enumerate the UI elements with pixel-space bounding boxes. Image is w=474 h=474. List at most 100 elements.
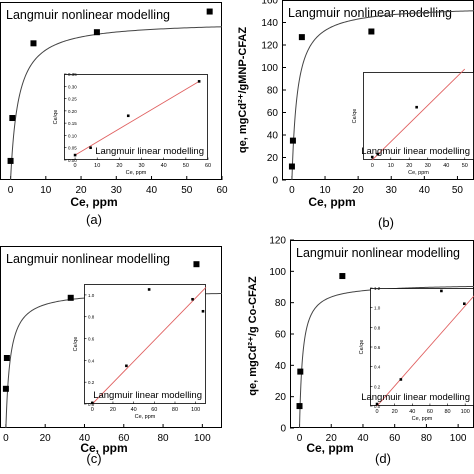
- inset-y-tick-label: 0.30: [68, 84, 77, 89]
- data-point: [368, 28, 375, 35]
- inset-frame: [64, 74, 208, 160]
- y-tick-label: 120: [269, 236, 286, 247]
- x-tick-label: 80: [157, 433, 169, 444]
- data-point: [9, 115, 16, 122]
- inset-x-tick-label: 0: [376, 409, 379, 415]
- inset-x-tick-label: 20: [392, 409, 398, 415]
- y-tick-label: 160: [261, 0, 278, 7]
- x-tick-label: 20: [40, 433, 52, 444]
- inset-data-point: [89, 146, 92, 150]
- x-tick-label: 20: [326, 433, 338, 444]
- data-point: [339, 273, 346, 280]
- inset-x-tick-label: 0: [91, 407, 94, 413]
- inset-y-tick-label: 0.25: [68, 97, 77, 102]
- plot-frame: [0, 2, 222, 180]
- inset-x-tick-label: 60: [151, 407, 157, 413]
- inset-data-point: [126, 114, 130, 118]
- panel-label: (d): [375, 451, 391, 466]
- inset-y-tick-label: 0.4: [374, 365, 381, 370]
- data-point: [206, 8, 213, 15]
- x-tick-label: 20: [75, 185, 87, 196]
- langmuir-model-curve: [291, 10, 474, 180]
- y-tick-label: 20: [275, 392, 287, 403]
- data-point: [93, 29, 100, 36]
- x-axis-title: Ce, ppm: [80, 441, 127, 455]
- inset-data-point: [147, 288, 151, 291]
- y-tick-label: 80: [275, 298, 287, 309]
- y-tick-label: 120: [261, 41, 278, 52]
- y-axis-title: qe, mgCd²⁺/g Co-CFAZ: [247, 276, 259, 396]
- inset-y-axis-title: Ce/qe: [359, 340, 365, 355]
- plot-frame: [0, 246, 222, 428]
- inset-x-tick-label: 10: [94, 163, 100, 169]
- inset-y-tick-label: 0.2: [88, 380, 95, 385]
- inset-data-point: [90, 401, 94, 405]
- x-tick-label: 40: [357, 433, 369, 444]
- inset-x-tick-label: 20: [116, 163, 122, 169]
- inset-y-tick-label: 0.8: [88, 315, 95, 320]
- inset-fit-line: [74, 80, 200, 156]
- inset-y-tick-label: 0.0: [374, 404, 381, 409]
- inset-y-tick-label: 1.0: [374, 306, 381, 311]
- inset-data-point: [73, 153, 77, 157]
- inset-y-tick-label: 1.2: [374, 286, 381, 291]
- inset-title: Langmuir linear modelling: [95, 146, 204, 157]
- x-tick-label: 80: [421, 433, 433, 444]
- x-tick-label: 60: [389, 433, 401, 444]
- x-tick-label: 30: [386, 185, 398, 196]
- inset-linear-plot: 0 10 20 30 40 50 Ce, ppm Ce/qe Langmuir linear m…: [352, 68, 474, 176]
- inset-data-point: [440, 289, 443, 293]
- x-tick-label: 20: [353, 185, 365, 196]
- inset-x-tick-label: 0: [371, 163, 374, 169]
- inset-title: Langmuir linear modelling: [361, 392, 470, 403]
- y-tick-label: 40: [267, 131, 279, 142]
- data-point: [67, 294, 74, 301]
- inset-x-tick-label: 30: [425, 163, 431, 169]
- x-tick-label: 40: [419, 185, 431, 196]
- y-tick-label: 60: [275, 330, 287, 341]
- inset-frame: [84, 284, 206, 404]
- inset-y-tick-label: 0.0: [88, 402, 95, 407]
- x-tick-label: 0: [3, 433, 9, 444]
- inset-x-axis-title: Ce, ppm: [412, 416, 433, 422]
- inset-frame: [370, 288, 474, 406]
- inset-data-point: [399, 378, 403, 381]
- inset-title: Langmuir linear modelling: [93, 390, 202, 401]
- x-tick-label: 10: [40, 185, 52, 196]
- x-tick-label: 100: [194, 433, 211, 444]
- inset-y-axis-title: Ce/qe: [53, 110, 59, 125]
- inset-y-axis-title: Ce/qe: [73, 337, 79, 352]
- inset-x-tick-label: 100: [191, 407, 200, 413]
- inset-x-axis-title: Ce, ppm: [408, 170, 429, 176]
- inset-linear-plot: 0 20 40 60 80 100 0.0 0.2 0.4 0.6 0.8 1.0 1.2 Ce, ppm…: [359, 286, 474, 422]
- data-point: [289, 137, 296, 144]
- inset-y-tick-label: 1.0: [88, 293, 95, 298]
- inset-y-tick-label: 0.2: [374, 384, 381, 389]
- inset-data-point: [191, 297, 194, 301]
- inset-y-tick-label: 0.6: [88, 337, 95, 342]
- inset-x-tick-label: 40: [131, 407, 137, 413]
- x-axis-title: Ce, ppm: [306, 441, 353, 455]
- inset-x-tick-label: 80: [172, 407, 178, 413]
- inset-y-tick-label: 0.05: [68, 146, 77, 151]
- panel-label: (b): [378, 215, 394, 230]
- inset-x-tick-label: 40: [443, 163, 449, 169]
- inset-x-tick-label: 30: [138, 163, 144, 169]
- x-tick-label: 0: [8, 185, 14, 196]
- inset-data-point: [375, 402, 379, 406]
- inset-fit-line: [371, 68, 466, 161]
- inset-data-point: [370, 155, 374, 159]
- x-tick-label: 0: [297, 433, 303, 444]
- inset-x-tick-label: 50: [462, 163, 468, 169]
- y-tick-label: 60: [267, 108, 279, 119]
- inset-y-tick-label: 0.20: [68, 109, 77, 114]
- inset-data-point: [415, 105, 418, 109]
- inset-frame: [363, 72, 474, 160]
- panel-label: (c): [86, 451, 101, 466]
- x-tick-label: 40: [146, 185, 158, 196]
- inset-y-tick-label: 0.35: [68, 72, 77, 77]
- y-tick-label: 80: [267, 86, 279, 97]
- x-tick-label: 60: [216, 185, 228, 196]
- inset-data-point: [376, 152, 380, 156]
- inset-x-axis-title: Ce, ppm: [126, 170, 147, 176]
